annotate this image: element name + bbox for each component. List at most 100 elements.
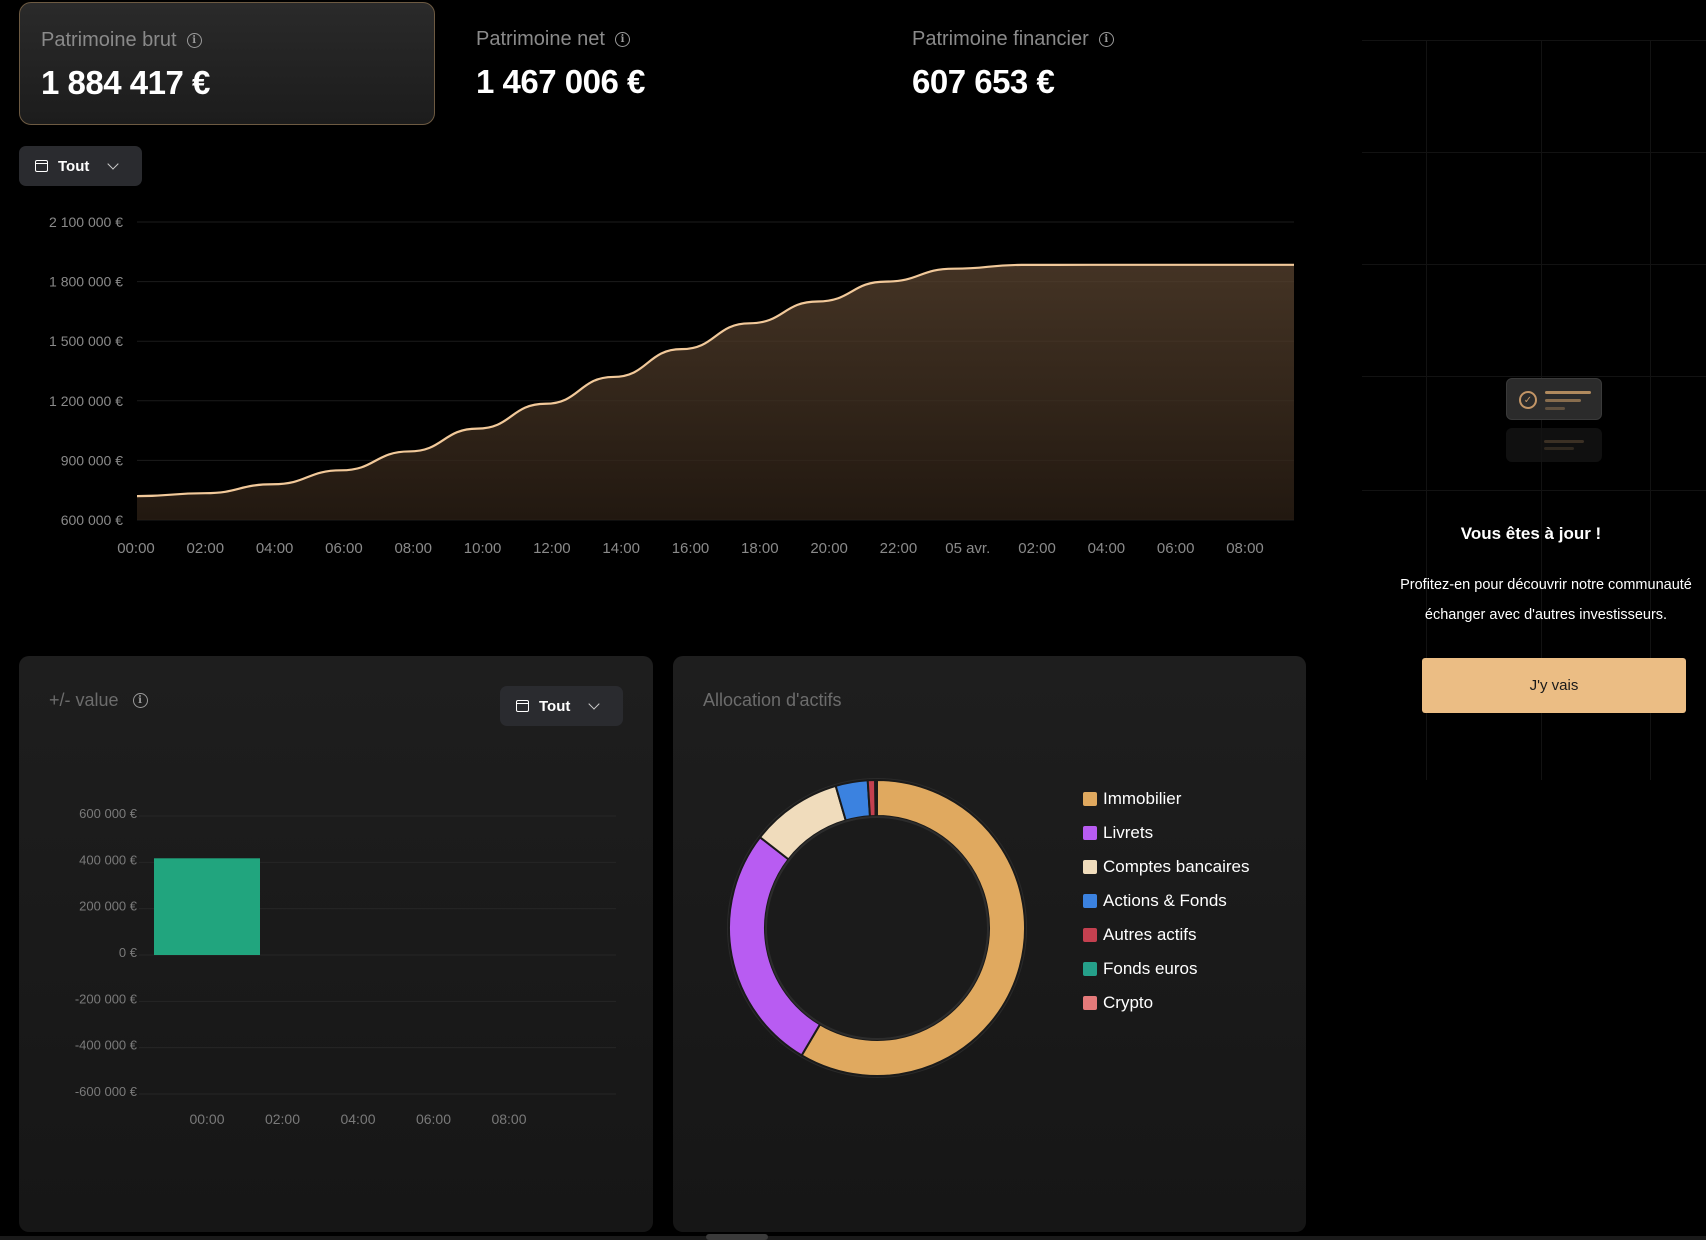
legend-swatch — [1083, 928, 1097, 942]
legend-item[interactable]: Comptes bancaires — [1083, 850, 1249, 884]
x-tick-label: 08:00 — [394, 540, 432, 557]
x-tick-label: 06:00 — [325, 540, 363, 557]
kpi-financial-value: 607 653 € — [912, 63, 1055, 100]
kpi-label: Patrimoine financier i — [912, 28, 1290, 51]
notifications-text: Profitez-en pour découvrir notre communa… — [1376, 570, 1706, 630]
calendar-icon — [516, 700, 529, 712]
gains-bar — [154, 858, 260, 955]
info-icon[interactable]: i — [186, 33, 202, 48]
notification-illustration: ✓ — [1506, 378, 1602, 420]
scrollbar-thumb[interactable] — [706, 1234, 768, 1240]
y-tick-label: 1 800 000 € — [49, 274, 123, 290]
legend-item[interactable]: Actions & Fonds — [1083, 884, 1249, 918]
legend-item[interactable]: Immobilier — [1083, 782, 1249, 816]
horizontal-scrollbar[interactable] — [0, 1236, 1706, 1240]
y-tick-label: 600 000 € — [61, 512, 123, 528]
legend-label: Crypto — [1103, 993, 1154, 1012]
y-tick-label: 2 100 000 € — [49, 214, 123, 230]
community-cta-button[interactable]: J'y vais — [1422, 658, 1686, 713]
legend-swatch — [1083, 996, 1097, 1010]
info-icon[interactable]: i — [614, 32, 630, 47]
kpi-gross-wealth[interactable]: Patrimoine brut i 1 884 417 € — [19, 2, 435, 125]
x-tick-label: 02:00 — [265, 1111, 300, 1127]
x-tick-label: 06:00 — [1157, 540, 1195, 557]
y-tick-label: 900 000 € — [61, 452, 123, 468]
kpi-net-label: Patrimoine net — [476, 28, 605, 50]
check-icon: ✓ — [1519, 391, 1537, 409]
x-tick-label: 05 avr. — [945, 540, 990, 557]
kpi-label: Patrimoine net i — [476, 28, 834, 51]
legend-label: Livrets — [1103, 823, 1154, 842]
y-tick-label: 1 500 000 € — [49, 333, 123, 349]
legend-swatch — [1083, 860, 1097, 874]
y-tick-label: 1 200 000 € — [49, 393, 123, 409]
y-tick-label: -600 000 € — [75, 1084, 138, 1099]
y-tick-label: 0 € — [119, 945, 138, 960]
notifications-panel: ✓ Vous êtes à jour ! Profitez-en pour dé… — [1356, 0, 1706, 1240]
calendar-icon — [35, 160, 48, 172]
x-tick-label: 08:00 — [491, 1111, 526, 1127]
area-fill — [137, 264, 1294, 520]
y-tick-label: -200 000 € — [75, 991, 138, 1006]
gains-bar-chart: 600 000 € 400 000 € 200 000 € 0 € -200 000 €… — [75, 806, 616, 1127]
legend-label: Actions & Fonds — [1103, 891, 1227, 910]
legend-label: Fonds euros — [1103, 959, 1198, 978]
y-tick-label: 600 000 € — [79, 806, 138, 821]
x-tick-label: 10:00 — [464, 540, 502, 557]
wealth-evolution-chart: 2 100 000 € 1 800 000 € 1 500 000 € 1 200 0… — [49, 214, 1294, 557]
x-tick-label: 00:00 — [117, 540, 155, 557]
donut-hole — [765, 816, 989, 1040]
allocation-title-text: Allocation d'actifs — [703, 690, 842, 710]
x-tick-label: 00:00 — [189, 1111, 224, 1127]
legend-label: Autres actifs — [1103, 925, 1197, 944]
x-tick-label: 04:00 — [1088, 540, 1126, 557]
info-icon[interactable]: i — [1098, 32, 1114, 47]
x-tick-label: 22:00 — [880, 540, 918, 557]
x-tick-label: 04:00 — [340, 1111, 375, 1127]
legend-label: Immobilier — [1103, 789, 1182, 808]
notification-illustration-shadow — [1506, 428, 1602, 462]
y-tick-label: 400 000 € — [79, 852, 138, 867]
gains-period-dropdown[interactable]: Tout — [500, 686, 623, 726]
period-dropdown-label: Tout — [58, 157, 90, 175]
kpi-net-wealth[interactable]: Patrimoine net i 1 467 006 € — [455, 2, 855, 125]
x-tick-label: 12:00 — [533, 540, 571, 557]
x-tick-label: 18:00 — [741, 540, 779, 557]
legend-item[interactable]: Fonds euros — [1083, 952, 1249, 986]
allocation-panel-title: Allocation d'actifs — [703, 690, 842, 711]
legend-item[interactable]: Livrets — [1083, 816, 1249, 850]
kpi-financial-wealth[interactable]: Patrimoine financier i 607 653 € — [891, 2, 1311, 125]
allocation-panel: Allocation d'actifs Immobilier Livrets Com… — [673, 656, 1306, 1232]
notifications-title: Vous êtes à jour ! — [1460, 524, 1602, 543]
y-tick-label: 200 000 € — [79, 899, 138, 914]
legend-item[interactable]: Autres actifs — [1083, 918, 1249, 952]
x-tick-label: 20:00 — [810, 540, 848, 557]
allocation-donut-chart — [727, 778, 1027, 1078]
kpi-gross-value: 1 884 417 € — [41, 64, 210, 101]
period-dropdown[interactable]: Tout — [19, 146, 142, 186]
gains-period-label: Tout — [539, 697, 571, 715]
x-tick-label: 16:00 — [672, 540, 710, 557]
x-tick-label: 04:00 — [256, 540, 294, 557]
legend-item[interactable]: Crypto — [1083, 986, 1249, 1020]
kpi-net-value: 1 467 006 € — [476, 63, 645, 100]
legend-swatch — [1083, 962, 1097, 976]
donut-slice — [874, 778, 878, 818]
x-tick-label: 14:00 — [602, 540, 640, 557]
legend-swatch — [1083, 826, 1097, 840]
kpi-label: Patrimoine brut i — [41, 29, 413, 52]
legend-swatch — [1083, 792, 1097, 806]
notifications-text-line1: Profitez-en pour découvrir notre communa… — [1400, 577, 1692, 593]
legend-label: Comptes bancaires — [1103, 857, 1250, 876]
y-tick-label: -400 000 € — [75, 1038, 138, 1053]
gains-panel-title: +/- value i — [49, 690, 148, 711]
kpi-financial-label: Patrimoine financier — [912, 28, 1089, 50]
kpi-gross-label: Patrimoine brut — [41, 29, 177, 51]
legend-swatch — [1083, 894, 1097, 908]
allocation-legend: Immobilier Livrets Comptes bancaires Action… — [1083, 782, 1249, 1020]
info-icon[interactable]: i — [132, 693, 148, 708]
x-tick-label: 08:00 — [1226, 540, 1264, 557]
x-tick-label: 06:00 — [416, 1111, 451, 1127]
x-tick-label: 02:00 — [1018, 540, 1056, 557]
